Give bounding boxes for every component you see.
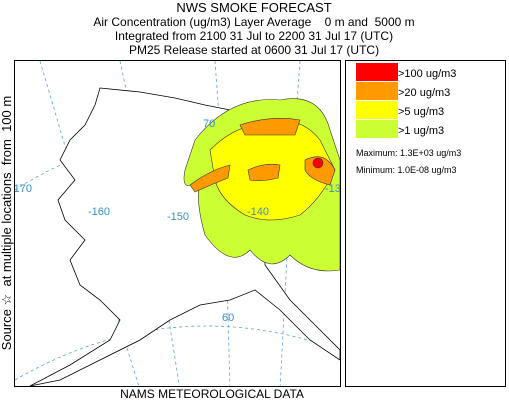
legend-min: Minimum: 1.0E-08 ug/m3 xyxy=(356,165,457,175)
title: NWS SMOKE FORECAST xyxy=(176,0,331,15)
legend-label: >20 ug/m3 xyxy=(398,87,450,99)
side-label: Source ☆ at multiple locations from 100 … xyxy=(0,96,14,350)
grid-label: 70 xyxy=(203,118,215,130)
grid-label: -140 xyxy=(247,206,269,218)
subtitle: PM25 Release started at 0600 31 Jul 17 (… xyxy=(129,43,379,57)
subtitle: Integrated from 2100 31 Jul to 2200 31 J… xyxy=(115,29,393,43)
grid-label: -160 xyxy=(88,206,110,218)
legend: >100 ug/m3 >20 ug/m3 >5 ug/m3 >1 ug/m3 xyxy=(356,63,456,138)
legend-frame xyxy=(345,60,506,387)
grid-label: -150 xyxy=(167,211,189,223)
grid-label: -130 xyxy=(325,183,347,195)
legend-label: >1 ug/m3 xyxy=(398,125,444,137)
legend-swatch xyxy=(356,63,398,81)
footer: NAMS METEOROLOGICAL DATA xyxy=(120,387,304,401)
map: -170 -160 -150 -140 -130 70 60 xyxy=(10,61,347,386)
legend-swatch xyxy=(356,82,398,100)
map-frame xyxy=(14,60,341,387)
subtitle: Air Concentration (ug/m3) Layer Average … xyxy=(93,15,414,29)
grid-label: -170 xyxy=(10,183,32,195)
legend-swatch xyxy=(356,120,398,138)
grid-label: 60 xyxy=(222,312,234,324)
legend-swatch xyxy=(356,101,398,119)
legend-label: >5 ug/m3 xyxy=(398,106,444,118)
legend-label: >100 ug/m3 xyxy=(398,68,456,80)
legend-max: Maximum: 1.3E+03 ug/m3 xyxy=(356,148,461,158)
